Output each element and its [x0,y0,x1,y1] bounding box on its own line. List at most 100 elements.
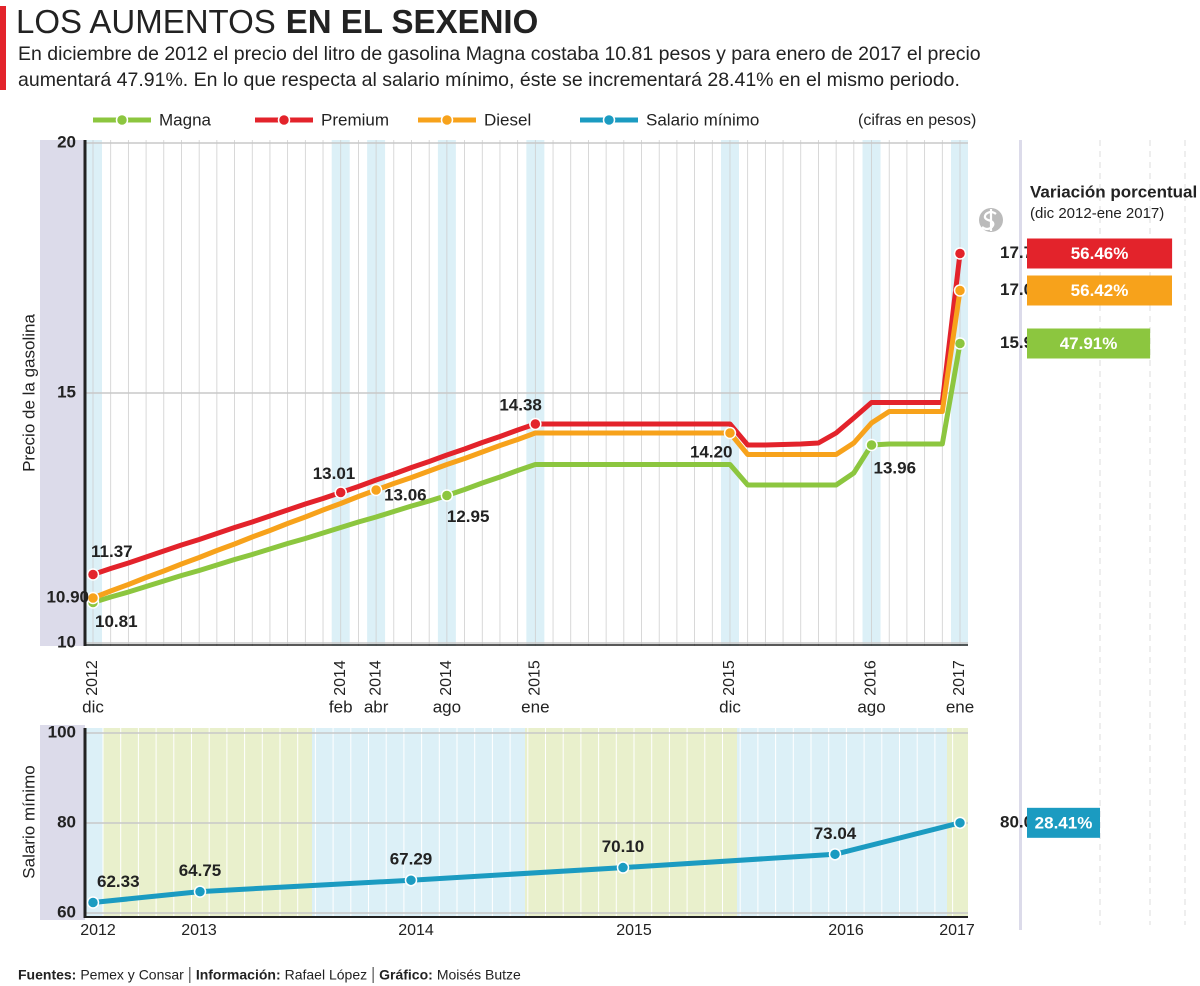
charts: Precio de la gasolina2012dic2014feb2014a… [18,110,1197,983]
point [723,426,737,440]
point-label: 12.95 [447,507,490,526]
legend-label: Premium [321,110,389,129]
y-tick-label: 100 [48,722,76,741]
title-light: LOS AUMENTOS [16,3,276,40]
point-label: 10.81 [95,612,138,631]
point [828,848,842,861]
y-tick-label: 80 [57,812,76,831]
change-label: 47.91% [1060,334,1118,353]
point [86,896,100,909]
point [334,486,347,499]
x-tick-label: 2014 [398,922,434,939]
change-label: 28.41% [1035,813,1093,832]
y-tick-label: 60 [57,902,76,921]
change-bar [1027,238,1173,269]
legend-dot [440,113,454,127]
y-tick-label: 10 [57,632,76,651]
point-label: 73.04 [814,824,857,843]
point [953,816,967,830]
point-label: 13.06 [384,485,427,504]
point [86,591,100,605]
legend-label: Salario mínimo [646,110,759,129]
point [440,489,454,502]
x-tick-label: abr [364,697,389,716]
footer-label: Gráfico: [379,967,433,983]
title-bold: EN EL SEXENIO [286,3,538,40]
currency-glyph [981,209,997,231]
point-label: 62.33 [97,872,140,891]
x-tick-year: 2016 [863,660,880,696]
x-tick-label: 2013 [181,922,217,939]
x-tick-year: 2014 [438,660,455,696]
series-line [92,343,963,605]
change-label: 56.42% [1071,281,1129,300]
legend-label: Magna [159,110,212,129]
x-tick-label: ago [857,697,885,716]
x-tick-label: ene [946,697,974,716]
unit-note: (cifras en pesos) [858,112,976,129]
x-tick-year: 2015 [721,660,738,696]
change-bar [1027,275,1172,306]
x-tick-label: ene [521,697,549,716]
point [86,568,100,581]
x-tick-label: 2016 [828,922,864,939]
x-tick-year: 2015 [527,660,544,696]
y-tick-label: 15 [57,382,76,401]
footer-label: Información: [196,967,281,983]
footer: Fuentes: Pemex y Consar Información: Rafael… [18,967,521,983]
point [529,417,542,431]
x-tick-label: dic [82,697,104,716]
series-line [92,290,963,601]
legend-dot [277,113,291,127]
x-tick-label: dic [719,697,741,716]
series-line [92,820,961,905]
point [193,885,207,898]
point-label: 13.01 [313,464,356,483]
footer-label: Fuentes: [18,967,76,983]
point-label: 14.20 [690,442,733,461]
point [953,284,967,297]
change-label: 56.46% [1071,244,1129,263]
title: LOS AUMENTOS EN EL SEXENIO [16,3,538,40]
point-label: 67.29 [390,850,433,869]
x-tick-year: 2012 [84,660,101,696]
footer-text: Rafael López [285,967,368,983]
point-label: 14.38 [499,395,542,414]
change-bar [1027,328,1151,359]
point [865,438,878,452]
x-tick-year: 2014 [332,660,349,696]
change-bar [1027,807,1101,838]
title-accent [0,6,6,90]
legend-label: Diesel [484,110,531,129]
point-label: 64.75 [179,861,222,880]
panel-divider [1019,140,1022,930]
subtitle-line: aumentará 47.91%. En lo que respecta al … [18,69,960,91]
legend-dot [115,113,129,127]
footer-text: Moisés Butze [437,967,521,983]
y-axis-label: Precio de la gasolina [19,314,38,472]
series-line [92,253,963,577]
y-axis-label: Salario mínimo [19,765,38,878]
x-tick-year: 2014 [367,660,384,696]
point-label: 13.96 [874,458,917,477]
x-tick-label: 2015 [616,922,652,939]
legend-dot [602,113,616,127]
axis-band [40,725,85,920]
axis-band [40,140,85,646]
point [953,337,967,350]
x-tick-label: ago [433,697,461,716]
point [404,873,418,887]
x-tick-label: 2012 [80,922,116,939]
point-label: 70.10 [602,837,645,856]
point [953,247,967,260]
point-label: 11.37 [91,542,133,561]
x-tick-year: 2017 [951,660,968,696]
point [369,483,383,497]
x-tick-label: 2017 [939,922,975,939]
point-label: 10.90 [46,587,89,606]
point [616,861,630,874]
change-subtitle: (dic 2012-ene 2017) [1030,205,1164,222]
y-tick-label: 20 [57,132,76,151]
subtitle-line: En diciembre de 2012 el precio del litro… [18,43,981,65]
